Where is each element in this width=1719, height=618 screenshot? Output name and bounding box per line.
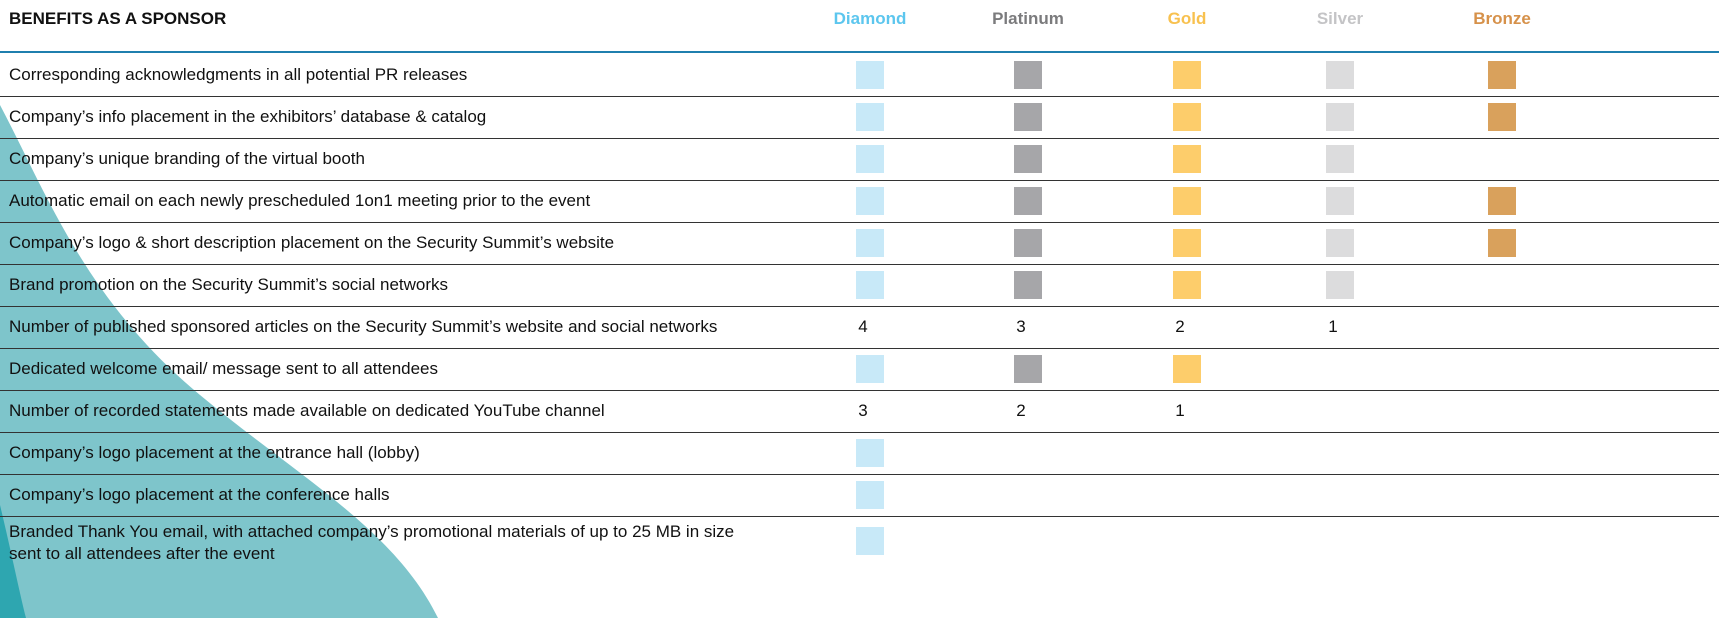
benefit-text: Company’s info placement in the exhibito… xyxy=(9,107,487,126)
included-marker xyxy=(1326,61,1354,89)
included-marker xyxy=(856,145,884,173)
tier-header: Diamond xyxy=(833,9,907,28)
included-marker xyxy=(1173,61,1201,89)
included-marker xyxy=(856,439,884,467)
count: 3 xyxy=(1016,317,1026,336)
included-marker xyxy=(1173,355,1201,383)
count: 1 xyxy=(1328,317,1338,336)
included-marker xyxy=(1326,271,1354,299)
row-separator xyxy=(0,516,1719,517)
benefit-text: Company’s logo placement at the conferen… xyxy=(9,485,390,504)
benefit-text: Brand promotion on the Security Summit’s… xyxy=(9,275,449,294)
row-separator xyxy=(0,474,1719,475)
included-marker xyxy=(1173,271,1201,299)
count: 1 xyxy=(1175,401,1185,420)
benefit-text: Company’s logo & short description place… xyxy=(9,233,615,252)
included-marker xyxy=(1173,229,1201,257)
benefit-text: Company’s logo placement at the entrance… xyxy=(9,443,420,462)
benefit-text: Branded Thank You email, with attached c… xyxy=(9,522,735,563)
included-marker xyxy=(856,103,884,131)
count: 2 xyxy=(1016,401,1026,420)
included-marker xyxy=(1488,103,1516,131)
count: 3 xyxy=(858,401,868,420)
included-marker xyxy=(856,229,884,257)
tier-header: Silver xyxy=(1316,9,1364,28)
tier-header: Gold xyxy=(1167,9,1207,28)
included-marker xyxy=(1014,355,1042,383)
included-marker xyxy=(856,355,884,383)
count: 4 xyxy=(858,317,868,336)
included-marker xyxy=(856,481,884,509)
included-marker xyxy=(856,271,884,299)
included-marker xyxy=(1014,229,1042,257)
included-marker xyxy=(1173,145,1201,173)
included-marker xyxy=(1173,103,1201,131)
included-marker xyxy=(1488,229,1516,257)
benefit-text: Automatic email on each newly preschedul… xyxy=(9,191,591,210)
included-marker xyxy=(856,61,884,89)
included-marker xyxy=(1326,229,1354,257)
included-marker xyxy=(1326,103,1354,131)
tier-header: Bronze xyxy=(1473,9,1531,28)
included-marker xyxy=(856,527,884,555)
included-marker xyxy=(1488,187,1516,215)
tier-header: Platinum xyxy=(992,9,1064,28)
row-separator xyxy=(0,138,1719,139)
included-marker xyxy=(1014,103,1042,131)
included-marker xyxy=(1014,145,1042,173)
included-marker xyxy=(1488,61,1516,89)
included-marker xyxy=(1326,187,1354,215)
count: 2 xyxy=(1175,317,1185,336)
row-separator xyxy=(0,306,1719,307)
row-separator xyxy=(0,180,1719,181)
included-marker xyxy=(1014,61,1042,89)
included-marker xyxy=(1326,145,1354,173)
row-separator xyxy=(0,96,1719,97)
row-separator xyxy=(0,348,1719,349)
row-separator xyxy=(0,432,1719,433)
row-separator xyxy=(0,390,1719,391)
benefit-text: Number of recorded statements made avail… xyxy=(9,401,605,420)
included-marker xyxy=(1173,187,1201,215)
row-separator xyxy=(0,264,1719,265)
included-marker xyxy=(856,187,884,215)
benefit-text: Company’s unique branding of the virtual… xyxy=(9,149,365,168)
benefit-text: Number of published sponsored articles o… xyxy=(9,317,718,336)
row-separator xyxy=(0,222,1719,223)
header-rule xyxy=(0,51,1719,53)
included-marker xyxy=(1014,271,1042,299)
included-marker xyxy=(1014,187,1042,215)
benefit-text: Dedicated welcome email/ message sent to… xyxy=(9,359,439,378)
table-title: BENEFITS AS A SPONSOR xyxy=(9,9,227,28)
benefit-text: Corresponding acknowledgments in all pot… xyxy=(9,65,468,84)
